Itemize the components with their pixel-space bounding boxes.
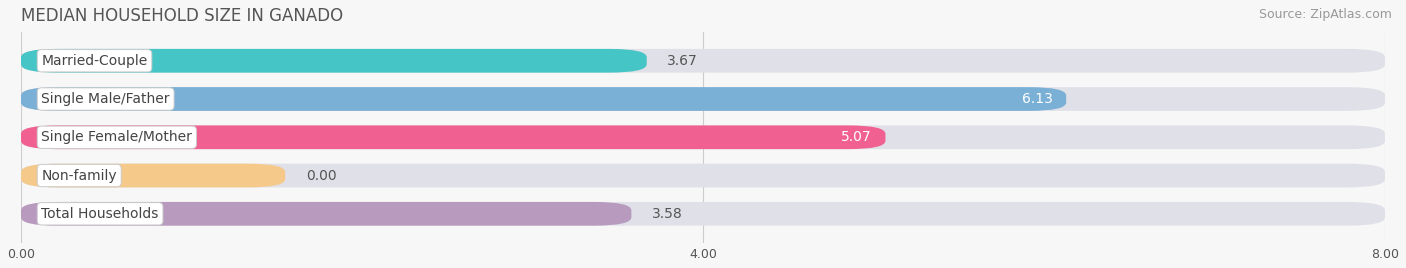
Text: Single Male/Father: Single Male/Father: [41, 92, 170, 106]
Text: Total Households: Total Households: [41, 207, 159, 221]
Text: Single Female/Mother: Single Female/Mother: [41, 130, 193, 144]
FancyBboxPatch shape: [21, 125, 1385, 149]
Text: Non-family: Non-family: [41, 169, 117, 183]
FancyBboxPatch shape: [21, 49, 1385, 73]
Text: 6.13: 6.13: [1022, 92, 1053, 106]
FancyBboxPatch shape: [21, 125, 886, 149]
Text: 5.07: 5.07: [841, 130, 872, 144]
Text: 0.00: 0.00: [305, 169, 336, 183]
FancyBboxPatch shape: [21, 49, 647, 73]
FancyBboxPatch shape: [21, 202, 631, 226]
FancyBboxPatch shape: [21, 164, 1385, 187]
FancyBboxPatch shape: [21, 164, 285, 187]
FancyBboxPatch shape: [21, 87, 1385, 111]
FancyBboxPatch shape: [21, 202, 1385, 226]
Text: 3.58: 3.58: [652, 207, 682, 221]
FancyBboxPatch shape: [21, 87, 1066, 111]
Text: Source: ZipAtlas.com: Source: ZipAtlas.com: [1258, 8, 1392, 21]
Text: 3.67: 3.67: [668, 54, 697, 68]
Text: MEDIAN HOUSEHOLD SIZE IN GANADO: MEDIAN HOUSEHOLD SIZE IN GANADO: [21, 7, 343, 25]
Text: Married-Couple: Married-Couple: [41, 54, 148, 68]
